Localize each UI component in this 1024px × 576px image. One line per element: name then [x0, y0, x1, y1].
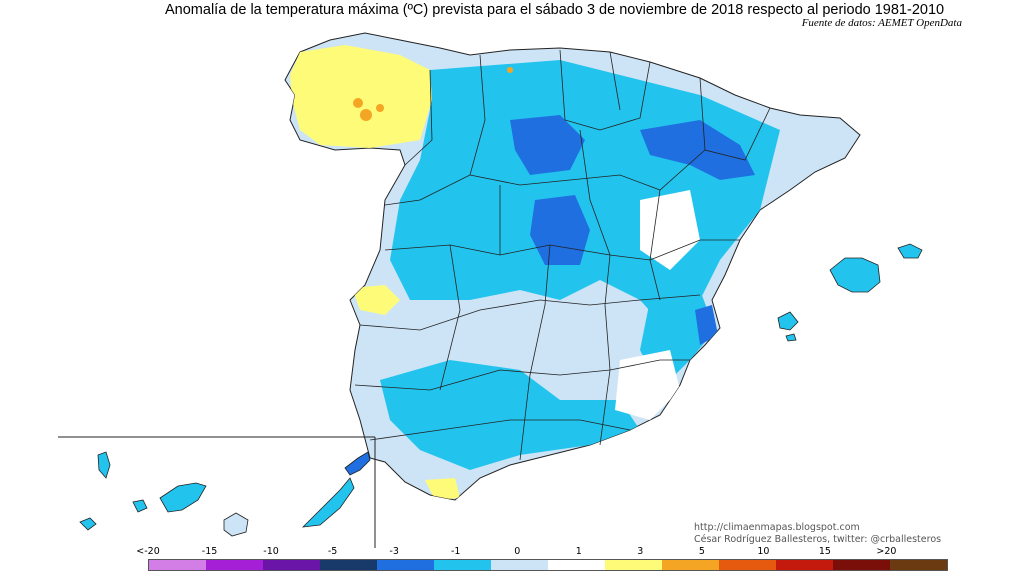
lanzarote-island: [344, 451, 371, 476]
legend-swatch: [206, 560, 263, 570]
legend-labels: <-20 -15 -10 -5 -3 -1 0 1 3 5 10 15 >20: [136, 546, 948, 558]
anomaly-hotspot-orange: [353, 98, 363, 108]
anomaly-hotspot-orange: [360, 109, 372, 121]
legend-label: 5: [698, 546, 705, 557]
legend-label: 3: [637, 546, 644, 557]
canary-islands-inset: [58, 436, 376, 548]
legend-label: -5: [327, 546, 338, 557]
credit-author: César Rodríguez Ballesteros, twitter: @c…: [694, 534, 942, 545]
anomaly-hotspot-orange: [507, 67, 513, 73]
legend-swatch: [263, 560, 320, 570]
mallorca-island: [829, 257, 881, 293]
legend-swatch: [662, 560, 719, 570]
gran-canaria-island: [223, 512, 249, 537]
legend-label: <-20: [136, 546, 160, 557]
legend-label: 10: [757, 546, 770, 557]
credit-url: http://climaenmapas.blogspot.com: [694, 522, 860, 533]
balearic-islands: [777, 243, 923, 342]
anomaly-zone-white: [615, 350, 680, 420]
legend-swatch: [605, 560, 662, 570]
anomaly-zone-blue-center: [530, 195, 590, 265]
anomaly-zone-yellow-south: [425, 478, 460, 500]
legend-label: 0: [514, 546, 521, 557]
ibiza-island: [777, 311, 799, 331]
peninsula-map: [284, 32, 861, 501]
la-gomera-island: [132, 499, 148, 513]
fuerteventura-island: [301, 477, 355, 528]
legend-colorbar: [148, 559, 948, 571]
menorca-island: [897, 243, 923, 259]
legend-label: >20: [876, 546, 897, 557]
legend-swatch: [719, 560, 776, 570]
el-hierro-island: [79, 517, 97, 531]
legend-swatch: [320, 560, 377, 570]
anomaly-hotspot-orange: [376, 104, 384, 112]
anomaly-zone-white-2: [640, 190, 700, 270]
legend-label: -10: [263, 546, 279, 557]
legend-label: 1: [575, 546, 582, 557]
legend-label: -3: [389, 546, 399, 557]
legend-label: -15: [201, 546, 218, 557]
anomaly-zone-light-blue-south: [380, 360, 640, 470]
legend-swatch: [434, 560, 491, 570]
legend-label: 15: [818, 546, 831, 557]
la-palma-island: [97, 451, 111, 479]
data-source: Fuente de datos: AEMET OpenData: [801, 17, 962, 29]
legend-swatch: [776, 560, 833, 570]
legend-swatch: [149, 560, 206, 570]
legend-swatch: [377, 560, 434, 570]
anomaly-zone-yellow-west: [352, 285, 400, 315]
legend-swatch: [833, 560, 890, 570]
tenerife-island: [159, 482, 207, 513]
anomaly-zone-blue-valencia: [695, 305, 718, 345]
anomaly-zone-blue-north: [510, 115, 585, 175]
formentera-island: [785, 333, 797, 342]
legend-label: -1: [450, 546, 461, 557]
map-title: Anomalía de la temperatura máxima (ºC) p…: [165, 2, 945, 18]
legend-swatch: [890, 560, 947, 570]
anomaly-zone-blue-ebro: [640, 120, 755, 180]
anomaly-zone-pale: [470, 305, 640, 380]
anomaly-zone-yellow-galicia: [290, 45, 432, 148]
legend-swatch: [548, 560, 605, 570]
province-borders: [354, 49, 771, 461]
legend-swatch: [491, 560, 548, 570]
